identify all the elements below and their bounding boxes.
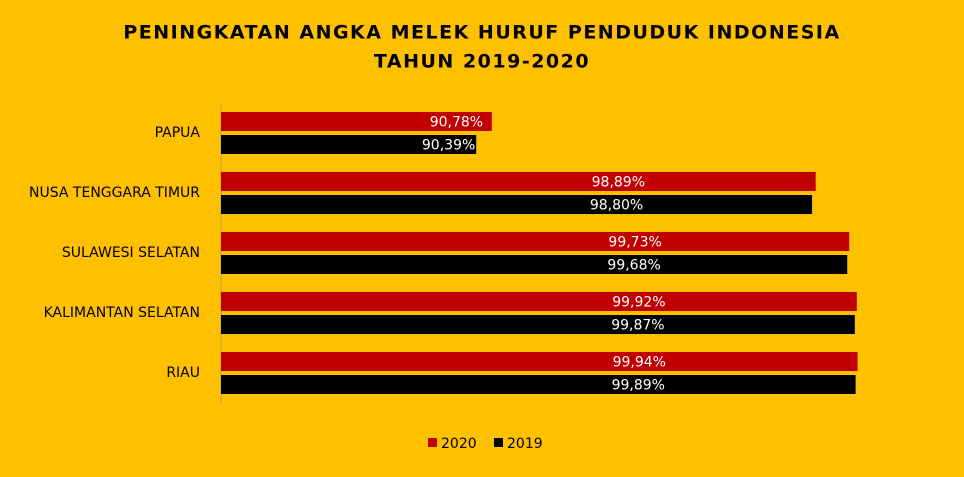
value-label: 90,78% xyxy=(430,115,483,131)
y-tick-label: SULAWESI SELATAN xyxy=(62,245,200,261)
bar xyxy=(221,112,492,131)
bar xyxy=(221,255,848,274)
chart-title: PENINGKATAN ANGKA MELEK HURUF PENDUDUK I… xyxy=(123,22,840,44)
y-tick-label: KALIMANTAN SELATAN xyxy=(44,305,200,321)
legend-label: 2019 xyxy=(507,436,543,452)
value-label: 99,87% xyxy=(611,318,664,334)
legend-swatch xyxy=(494,438,503,447)
value-label: 98,80% xyxy=(590,198,643,214)
y-tick-label: PAPUA xyxy=(155,125,201,141)
value-label: 99,92% xyxy=(612,295,665,311)
value-label: 99,68% xyxy=(607,258,660,274)
bar xyxy=(221,315,855,334)
value-label: 98,89% xyxy=(592,175,645,191)
bar xyxy=(221,232,850,251)
legend-label: 2020 xyxy=(441,436,477,452)
bar xyxy=(221,375,856,394)
bar xyxy=(221,135,477,154)
value-label: 99,89% xyxy=(612,378,665,394)
bar xyxy=(221,352,858,371)
bar xyxy=(221,172,816,191)
bar xyxy=(221,195,813,214)
legend-swatch xyxy=(428,438,437,447)
value-label: 99,94% xyxy=(613,355,666,371)
chart-title: TAHUN 2019-2020 xyxy=(374,51,590,73)
value-label: 90,39% xyxy=(422,138,475,154)
bar xyxy=(221,292,857,311)
y-tick-label: NUSA TENGGARA TIMUR xyxy=(29,185,200,201)
value-label: 99,73% xyxy=(608,235,661,251)
y-tick-label: RIAU xyxy=(166,365,200,381)
